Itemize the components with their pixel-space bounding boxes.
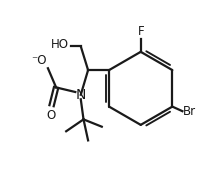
Text: HO: HO bbox=[51, 38, 69, 51]
Text: O: O bbox=[46, 109, 55, 122]
Text: N: N bbox=[76, 88, 86, 102]
Text: ⁻O: ⁻O bbox=[31, 54, 47, 67]
Text: Br: Br bbox=[183, 105, 196, 118]
Text: F: F bbox=[137, 25, 144, 38]
